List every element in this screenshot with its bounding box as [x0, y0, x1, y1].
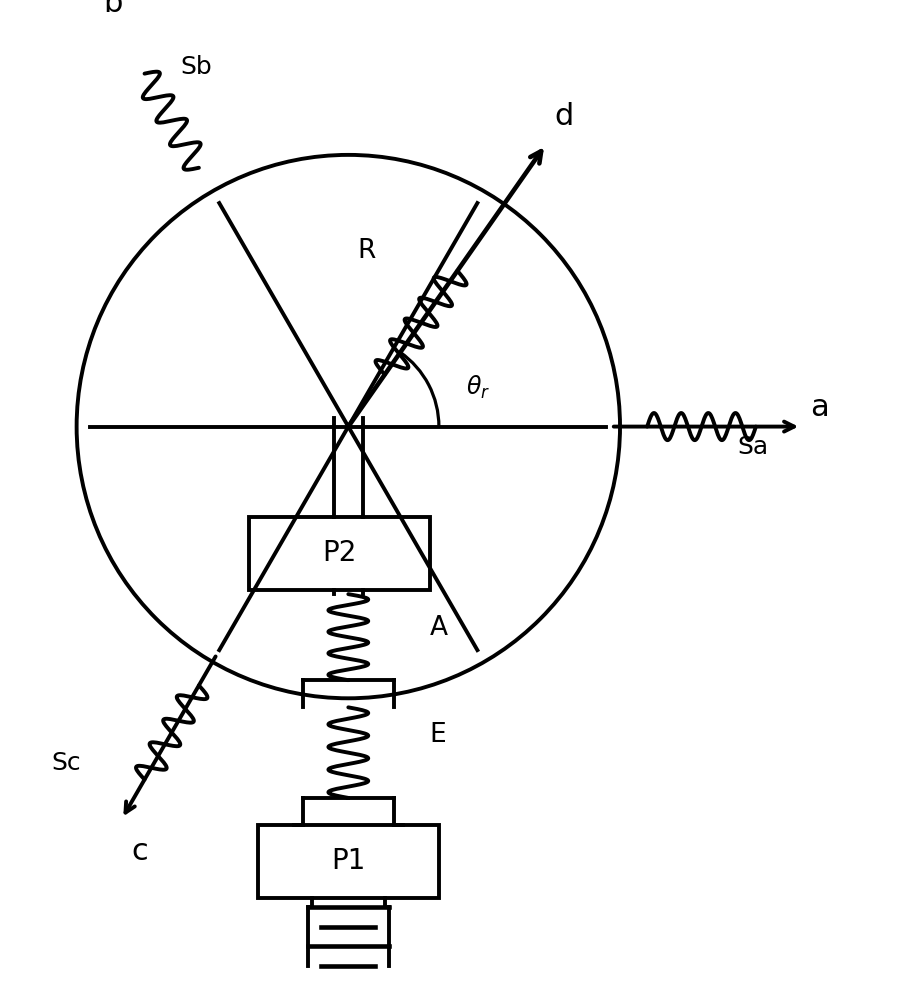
Text: Sa: Sa: [738, 435, 769, 459]
Text: P1: P1: [331, 847, 366, 875]
Text: a: a: [810, 393, 829, 422]
Text: R: R: [357, 238, 376, 264]
Text: Sb: Sb: [181, 55, 213, 79]
Text: $\theta_r$: $\theta_r$: [466, 374, 490, 401]
Text: Sc: Sc: [51, 751, 81, 775]
Text: c: c: [131, 837, 148, 866]
Text: d: d: [555, 102, 574, 131]
Text: b: b: [103, 0, 122, 18]
Text: P2: P2: [322, 539, 356, 567]
Text: A: A: [430, 615, 448, 641]
Bar: [258, 825, 439, 898]
Text: E: E: [430, 722, 446, 748]
Bar: [249, 517, 430, 590]
